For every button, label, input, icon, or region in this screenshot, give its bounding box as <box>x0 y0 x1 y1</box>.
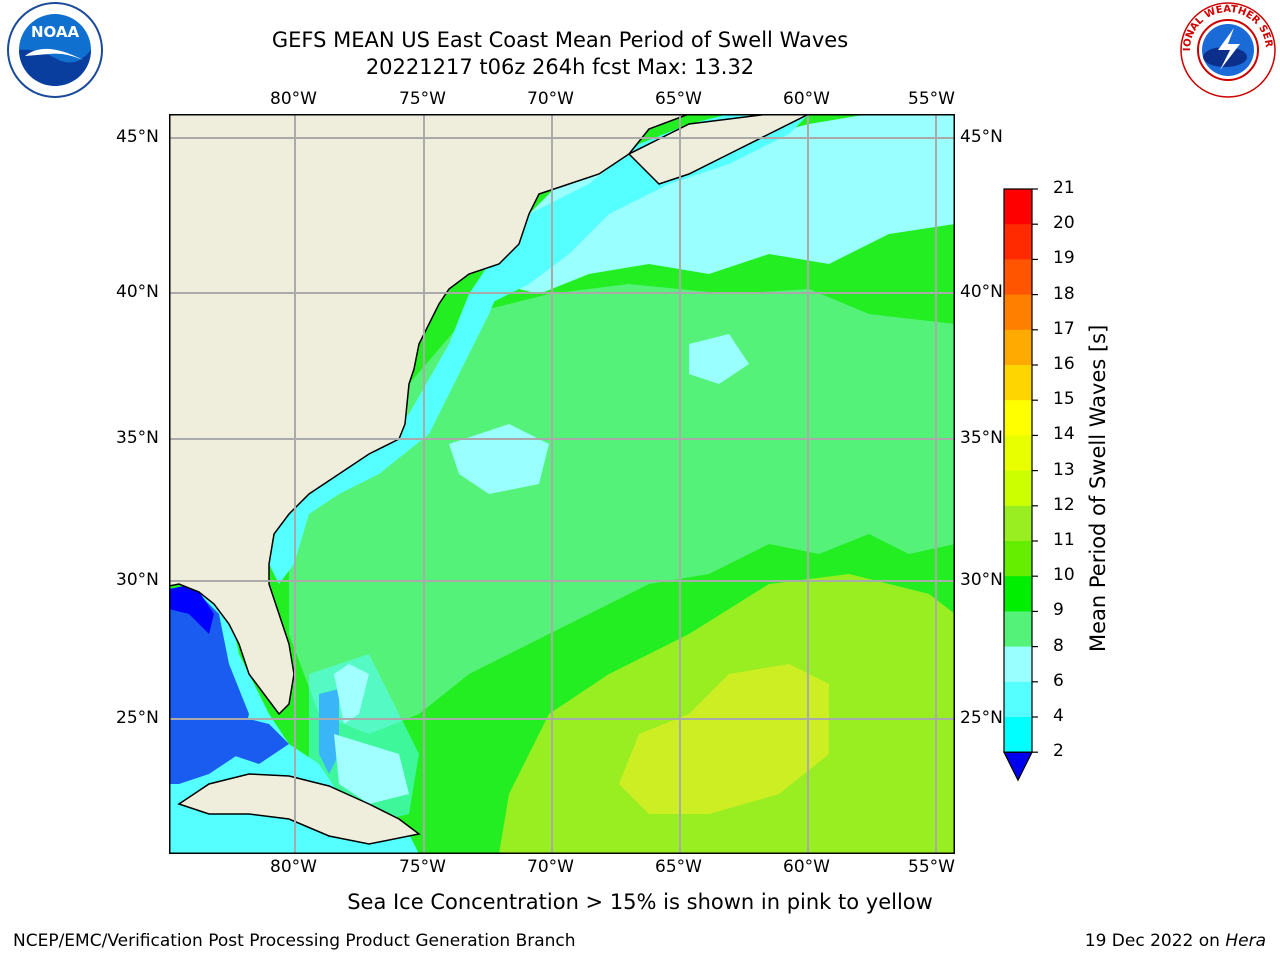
lon-tick-top: 70°W <box>527 89 574 109</box>
land-cuba <box>177 773 421 845</box>
colorbar <box>1003 188 1038 782</box>
colorbar-tick-label: 13 <box>1053 459 1075 480</box>
colorbar-segment <box>1004 646 1032 683</box>
colorbar-segment <box>1004 541 1032 577</box>
lat-tick-right: 45°N <box>960 127 1003 147</box>
colorbar-tick-label: 16 <box>1053 354 1075 374</box>
footer-date: 19 Dec 2022 on <box>1084 931 1220 951</box>
gulf-blue-strip <box>229 714 289 764</box>
colorbar-tick-label: 18 <box>1053 283 1075 304</box>
swell-pale-blue-north <box>499 114 955 294</box>
colorbar-segment <box>1004 294 1032 331</box>
chart-title: GEFS MEAN US East Coast Mean Period of S… <box>271 28 849 52</box>
lat-tick-left: 30°N <box>116 570 159 590</box>
lon-tick-bottom: 80°W <box>270 857 317 877</box>
lon-tick-bottom: 55°W <box>908 857 955 877</box>
gulf-dark-blue <box>169 584 214 634</box>
nws-logo-icon: NATIONAL WEATHER SERVICE <box>1178 0 1276 98</box>
colorbar-segment <box>1004 224 1032 260</box>
colorbar-extension <box>1003 751 1033 782</box>
lat-tick-left: 45°N <box>116 127 159 147</box>
lon-tick-top: 55°W <box>908 89 955 109</box>
land-canada <box>627 114 810 185</box>
lat-tick-right: 30°N <box>960 570 1003 590</box>
colorbar-tick-label: 12 <box>1053 494 1075 515</box>
lon-tick-bottom: 60°W <box>783 857 830 877</box>
colorbar-segment <box>1004 505 1032 542</box>
colorbar-segment <box>1004 259 1032 296</box>
swell-yellow-region <box>619 664 829 814</box>
noaa-logo-text: NOAA <box>31 23 80 41</box>
colorbar-segment <box>1004 365 1032 401</box>
lon-tick-bottom: 70°W <box>527 857 574 877</box>
colorbar-segment <box>1004 717 1032 753</box>
swell-pale-blue-patch <box>449 424 549 494</box>
colorbar-tick-label: 14 <box>1053 424 1075 445</box>
lat-tick-right: 25°N <box>960 708 1003 728</box>
colorbar-segment <box>1004 329 1032 366</box>
colorbar-tick-label: 4 <box>1053 706 1064 726</box>
lon-tick-top: 75°W <box>399 89 446 109</box>
lat-tick-left: 25°N <box>116 708 159 728</box>
colorbar-tick-label: 15 <box>1053 389 1075 410</box>
land-us-east-coast <box>169 114 690 716</box>
colorbar-segment <box>1004 400 1032 436</box>
colorbar-tick-label: 9 <box>1053 600 1064 621</box>
colorbar-segment <box>1004 435 1032 472</box>
footer-credit: NCEP/EMC/Verification Post Processing Pr… <box>13 931 576 951</box>
colorbar-segment <box>1004 576 1032 612</box>
lat-tick-right: 40°N <box>960 282 1003 302</box>
footer-timestamp: 19 Dec 2022 on Hera <box>1085 931 1266 951</box>
colorbar-tick-label: 8 <box>1053 635 1064 656</box>
colorbar-tick-label: 19 <box>1053 248 1075 269</box>
lon-tick-bottom: 75°W <box>399 857 446 877</box>
colorbar-segment <box>1004 470 1032 507</box>
colorbar-tick-label: 10 <box>1053 565 1075 586</box>
map-panel <box>169 114 955 854</box>
lon-tick-top: 80°W <box>270 89 317 109</box>
chart-subtitle: 20221217 t06z 264h fcst Max: 13.32 <box>365 55 755 79</box>
sea-ice-caption: Sea Ice Concentration > 15% is shown in … <box>347 890 933 914</box>
swell-cyan-coast <box>269 254 514 584</box>
colorbar-tick-label: 2 <box>1053 741 1064 762</box>
colorbar-tick-label: 20 <box>1053 213 1075 234</box>
lat-tick-left: 40°N <box>116 282 159 302</box>
colorbar-tick-label: 21 <box>1053 178 1075 198</box>
lat-tick-right: 35°N <box>960 428 1003 448</box>
noaa-logo-icon: NOAA <box>7 2 103 98</box>
lon-tick-bottom: 65°W <box>655 857 702 877</box>
colorbar-tick-label: 17 <box>1053 318 1075 339</box>
graticule <box>169 114 955 854</box>
colorbar-tick-label: 11 <box>1053 530 1075 550</box>
swell-light-green-region <box>289 284 955 734</box>
lat-tick-left: 35°N <box>116 428 159 448</box>
footer-host: Hera <box>1225 931 1266 951</box>
colorbar-title: Mean Period of Swell Waves [s] <box>1086 324 1110 652</box>
colorbar-segment <box>1004 611 1032 648</box>
colorbar-segment <box>1004 681 1032 718</box>
lon-tick-top: 60°W <box>783 89 830 109</box>
swell-pale-blue-patch-2 <box>689 334 749 384</box>
swell-light-green-blob <box>569 364 689 454</box>
lon-tick-top: 65°W <box>655 89 702 109</box>
colorbar-tick-label: 6 <box>1053 670 1064 691</box>
bahamas-cyan <box>309 654 419 824</box>
colorbar-segment <box>1004 189 1032 225</box>
